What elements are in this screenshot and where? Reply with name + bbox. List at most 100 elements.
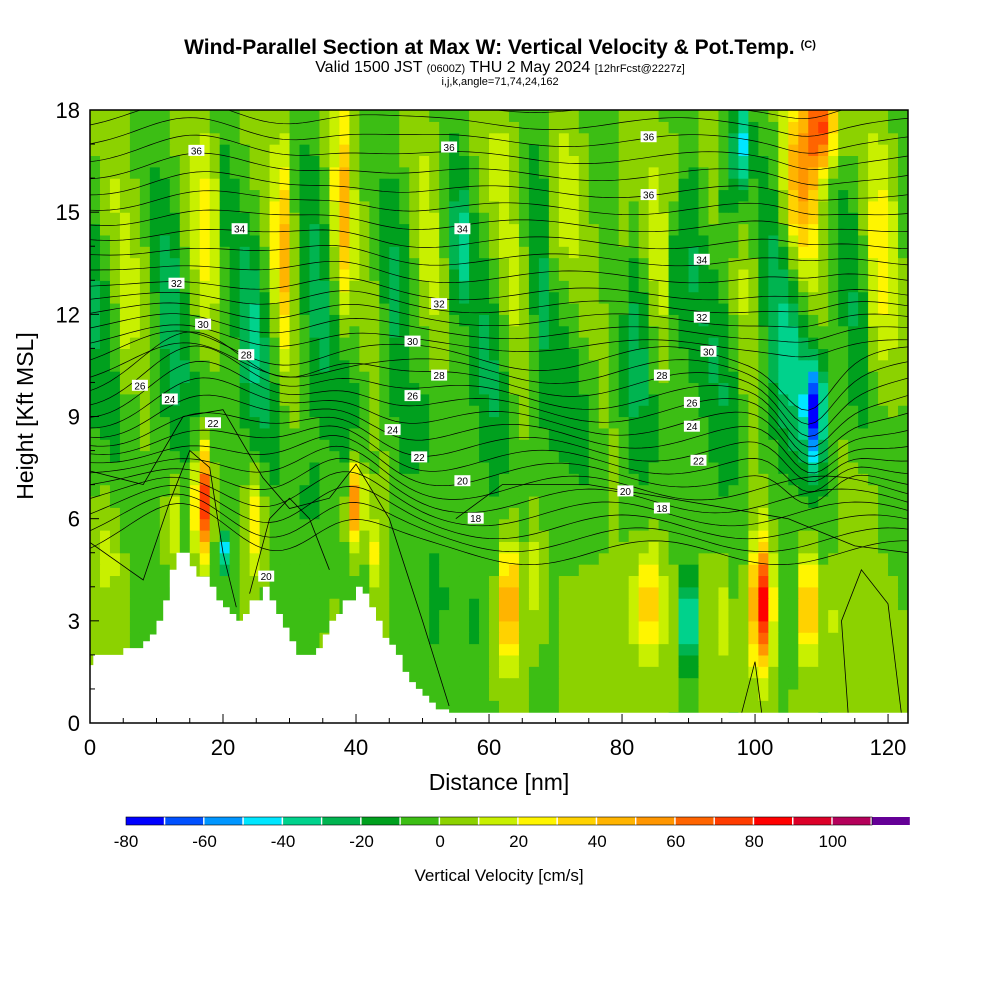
velocity-cell	[479, 416, 490, 429]
velocity-cell	[808, 609, 819, 622]
velocity-cell	[279, 268, 291, 281]
velocity-cell	[568, 552, 580, 565]
velocity-cell	[289, 291, 301, 304]
velocity-cell	[449, 564, 460, 577]
velocity-cell	[349, 495, 360, 508]
velocity-cell	[169, 416, 181, 429]
velocity-cell	[409, 507, 420, 520]
velocity-cell	[548, 575, 560, 588]
velocity-cell	[868, 598, 879, 611]
velocity-cell	[758, 234, 769, 247]
isentrope-line	[90, 134, 908, 170]
velocity-cell	[578, 598, 590, 611]
velocity-cell	[309, 178, 321, 191]
velocity-cell	[868, 359, 879, 372]
colorbar-swatch	[636, 817, 675, 825]
velocity-cell	[159, 507, 171, 520]
velocity-cell	[239, 484, 251, 497]
velocity-cell	[828, 337, 839, 349]
velocity-cell	[778, 246, 789, 259]
velocity-cell	[668, 688, 680, 701]
velocity-cell	[788, 450, 799, 463]
velocity-cell	[718, 178, 730, 191]
velocity-cell	[499, 234, 510, 247]
velocity-cell	[319, 382, 331, 395]
velocity-cell	[828, 234, 839, 247]
velocity-cell	[588, 166, 600, 179]
velocity-cell	[688, 291, 700, 304]
velocity-cell	[548, 371, 560, 384]
velocity-cell	[179, 461, 191, 474]
velocity-cell	[798, 654, 809, 667]
velocity-cell	[229, 461, 241, 474]
velocity-cell	[618, 495, 630, 508]
velocity-cell	[399, 291, 410, 304]
velocity-cell	[459, 359, 470, 372]
velocity-cell	[718, 348, 730, 361]
velocity-cell	[459, 541, 470, 554]
velocity-cell	[558, 654, 570, 667]
velocity-cell	[608, 178, 620, 191]
velocity-cell	[888, 337, 899, 349]
velocity-cell	[878, 598, 889, 611]
velocity-cell	[788, 371, 799, 384]
velocity-cell	[558, 688, 570, 701]
velocity-cell	[269, 530, 281, 542]
velocity-cell	[898, 144, 908, 157]
velocity-cell	[409, 666, 420, 679]
velocity-cell	[518, 427, 530, 440]
velocity-cell	[379, 382, 390, 395]
velocity-cell	[868, 564, 879, 577]
velocity-cell	[419, 473, 430, 486]
velocity-cell	[479, 291, 490, 304]
velocity-cell	[778, 518, 789, 531]
velocity-cell	[199, 302, 211, 315]
colorbar-swatch	[361, 817, 400, 825]
velocity-cell	[568, 110, 580, 122]
velocity-cell	[319, 280, 331, 293]
velocity-cell	[459, 110, 470, 122]
velocity-cell	[878, 530, 889, 542]
velocity-cell	[708, 688, 720, 701]
velocity-cell	[768, 189, 779, 202]
velocity-cell	[748, 314, 759, 327]
velocity-cell	[90, 643, 101, 656]
velocity-cell	[429, 620, 440, 633]
velocity-cell	[309, 371, 321, 384]
velocity-cell	[489, 427, 500, 440]
velocity-cell	[808, 575, 819, 588]
velocity-cell	[319, 200, 331, 213]
velocity-cell	[199, 212, 211, 225]
velocity-cell	[508, 223, 520, 236]
velocity-cell	[479, 121, 490, 134]
velocity-cell	[129, 427, 141, 440]
velocity-cell	[858, 586, 869, 599]
velocity-cell	[798, 666, 809, 679]
velocity-cell	[688, 110, 700, 122]
velocity-cell	[898, 382, 908, 395]
velocity-cell	[588, 257, 600, 270]
velocity-cell	[558, 700, 570, 713]
velocity-cell	[299, 439, 311, 452]
velocity-cell	[508, 700, 520, 713]
velocity-cell	[898, 393, 908, 406]
velocity-cell	[768, 337, 779, 349]
velocity-cell	[209, 110, 221, 122]
velocity-cell	[469, 564, 480, 577]
velocity-cell	[528, 257, 540, 270]
velocity-cell	[479, 688, 490, 701]
velocity-cell	[409, 439, 420, 452]
velocity-cell	[399, 586, 410, 599]
velocity-cell	[119, 541, 131, 554]
contour-label: 28	[431, 369, 448, 382]
velocity-cell	[628, 155, 640, 168]
velocity-cell	[868, 212, 879, 225]
velocity-cell	[698, 564, 710, 577]
velocity-cell	[718, 416, 730, 429]
velocity-cell	[738, 518, 749, 531]
velocity-cell	[828, 382, 839, 395]
velocity-cell	[878, 416, 889, 429]
velocity-cell	[578, 473, 590, 486]
velocity-cell	[389, 371, 400, 384]
velocity-cell	[339, 541, 350, 554]
